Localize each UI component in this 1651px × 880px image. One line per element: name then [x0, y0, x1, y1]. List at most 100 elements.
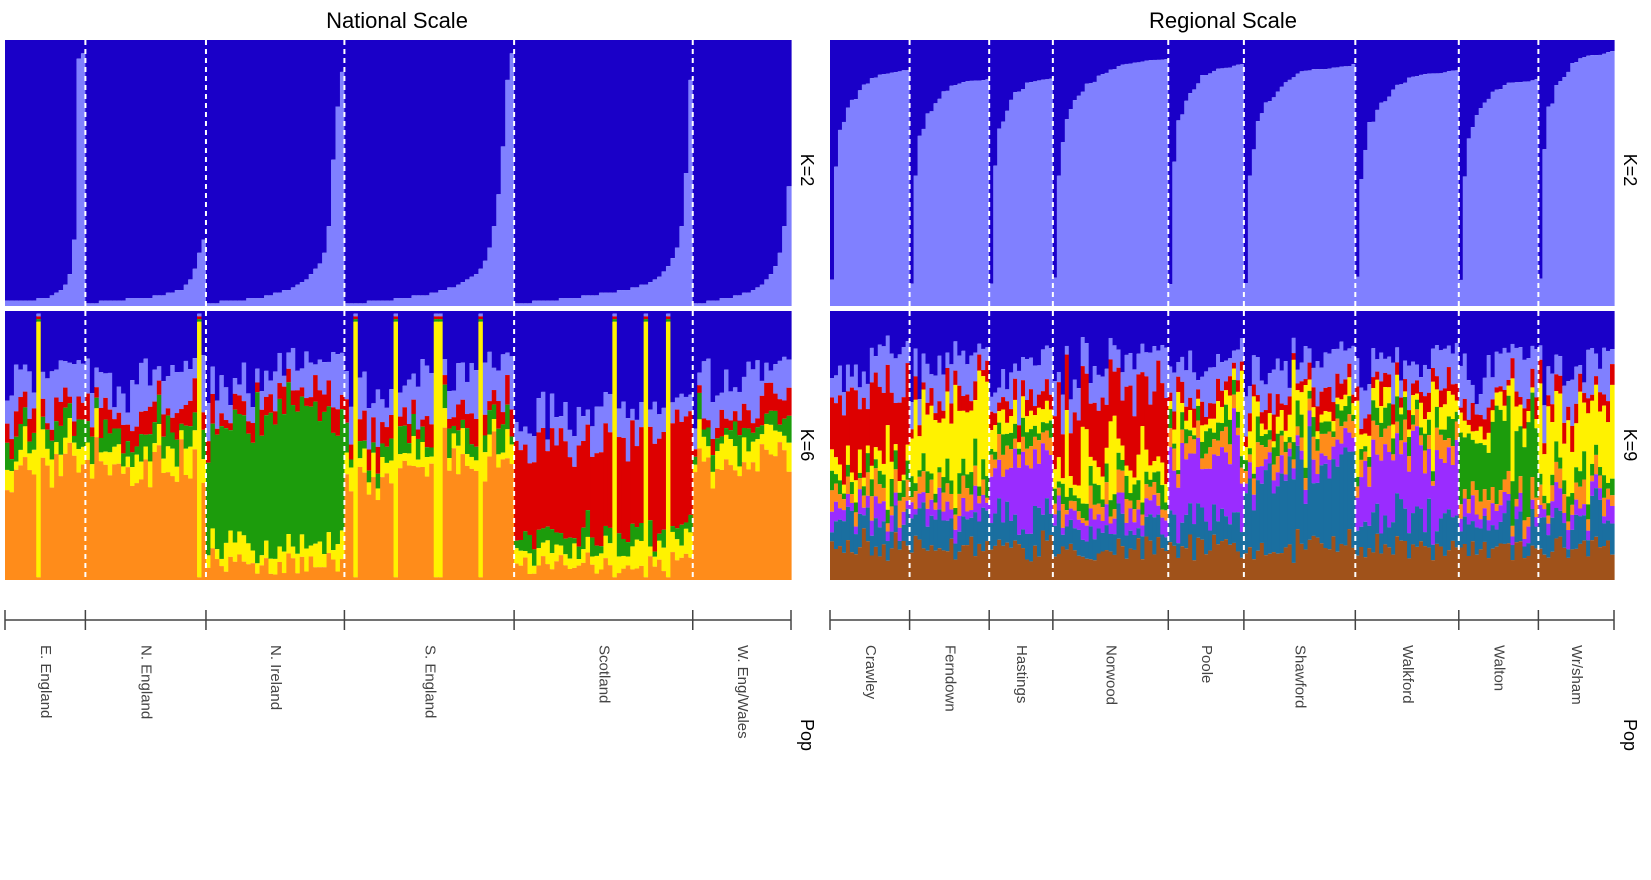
k2-bar-lightblue: [612, 292, 618, 306]
kN-bar-segment: [121, 393, 127, 425]
kN-bar-segment: [1307, 390, 1313, 399]
k2-bar-lightblue: [759, 284, 765, 306]
k2-bar-lightblue: [1478, 108, 1484, 306]
kN-bar-segment: [1371, 400, 1376, 421]
kN-bar-segment: [1542, 554, 1547, 580]
population-label: Hastings: [1013, 645, 1030, 703]
kN-bar-segment: [1323, 387, 1329, 412]
kN-bar-segment: [616, 408, 622, 438]
k2-bar-darkblue: [18, 40, 24, 301]
kN-bar-segment: [1458, 531, 1464, 548]
kN-bar-segment: [357, 377, 363, 420]
kN-bar-segment: [1478, 311, 1484, 395]
k2-bar-lightblue: [845, 107, 851, 306]
kN-bar-segment: [523, 551, 529, 558]
kN-bar-segment: [590, 311, 596, 427]
kN-bar-segment: [464, 454, 471, 466]
kN-bar-segment: [873, 356, 879, 373]
k2-bar-darkblue: [491, 40, 497, 227]
kN-bar-segment: [1287, 456, 1293, 545]
k2-bar-darkblue: [1594, 40, 1599, 56]
kN-bar-segment: [134, 483, 140, 580]
k2-bar-darkblue: [1542, 40, 1547, 150]
kN-bar-segment: [1395, 311, 1400, 348]
kN-bar-segment: [1538, 505, 1543, 518]
kN-bar-segment: [949, 493, 954, 510]
kN-bar-segment: [889, 353, 895, 393]
kN-bar-segment: [1562, 385, 1567, 423]
k2-bar-darkblue: [464, 40, 471, 280]
kN-bar-segment: [1458, 407, 1464, 413]
kN-bar-segment: [1005, 469, 1010, 502]
kN-bar-segment: [1554, 538, 1559, 580]
kN-bar-segment: [1407, 471, 1412, 534]
kN-bar-segment: [1243, 436, 1249, 448]
k2-bar-lightblue: [853, 99, 859, 306]
kN-bar-segment: [1048, 409, 1054, 421]
kN-bar-segment: [85, 358, 91, 394]
kN-bar-segment: [1422, 396, 1428, 420]
kN-bar-segment: [183, 474, 189, 580]
kN-bar-segment: [724, 428, 730, 435]
kN-bar-segment: [18, 311, 24, 370]
kN-bar-segment: [1188, 350, 1193, 398]
kN-bar-segment: [1367, 525, 1372, 549]
k2-bar-darkblue: [1025, 40, 1030, 83]
kN-bar-segment: [281, 573, 287, 580]
kN-bar-segment: [1144, 484, 1149, 499]
kN-bar-segment: [1088, 559, 1094, 580]
kN-bar-segment: [1554, 391, 1559, 442]
kN-bar-segment: [94, 387, 100, 398]
kN-bar-segment: [232, 409, 238, 543]
kN-bar-segment: [1100, 397, 1106, 477]
kN-bar-segment: [1442, 440, 1448, 463]
kN-bar-segment: [1263, 470, 1269, 556]
kN-bar-segment: [1454, 400, 1460, 412]
kN-bar-segment: [1610, 349, 1615, 365]
k2-bar-lightblue: [1152, 59, 1157, 307]
kN-bar-segment: [701, 436, 707, 462]
kN-bar-segment: [170, 432, 176, 449]
kN-bar-segment: [1096, 467, 1102, 486]
k2-bar-darkblue: [152, 40, 158, 296]
kN-bar-segment: [1462, 498, 1468, 517]
kN-bar-segment: [1574, 548, 1579, 580]
kN-bar-segment: [657, 414, 663, 439]
k2-bar-lightblue: [71, 239, 78, 306]
k2-bar-lightblue: [174, 290, 180, 306]
kN-bar-segment: [71, 435, 78, 443]
k2-bar-darkblue: [1104, 40, 1110, 73]
kN-bar-segment: [865, 383, 871, 410]
kN-bar-segment: [786, 387, 792, 416]
kN-bar-segment: [1534, 517, 1539, 527]
kN-bar-segment: [183, 448, 189, 475]
kN-bar-segment: [1530, 499, 1536, 510]
k2-bar-lightblue: [945, 90, 950, 307]
kN-bar-segment: [80, 402, 86, 420]
kN-bar-segment: [973, 485, 978, 513]
k2-bar-darkblue: [782, 40, 788, 227]
kN-bar-segment: [732, 421, 739, 447]
kN-bar-segment: [1339, 399, 1344, 411]
kN-bar-segment: [909, 438, 915, 477]
k2-bar-lightblue: [80, 53, 86, 306]
kN-bar-segment: [621, 437, 627, 539]
kN-bar-segment: [331, 432, 337, 551]
kN-bar-segment: [905, 341, 911, 364]
k2-bar-darkblue: [1243, 40, 1249, 284]
kN-bar-segment: [706, 311, 712, 359]
k2-bar-darkblue: [925, 40, 931, 114]
kN-bar-segment: [1044, 423, 1050, 431]
kN-bar-segment: [353, 316, 359, 320]
kN-bar-segment: [1104, 463, 1110, 483]
k2-bar-lightblue: [1060, 142, 1066, 306]
kN-bar-segment: [1574, 423, 1579, 468]
kN-bar-segment: [514, 440, 520, 541]
kN-bar-segment: [1558, 457, 1563, 469]
kN-bar-segment: [1040, 409, 1046, 423]
kN-bar-segment: [679, 393, 685, 422]
k2-bar-lightblue: [893, 72, 899, 306]
kN-bar-segment: [1172, 429, 1177, 444]
kN-bar-segment: [1013, 399, 1018, 424]
k2-bar-lightblue: [1080, 91, 1086, 307]
